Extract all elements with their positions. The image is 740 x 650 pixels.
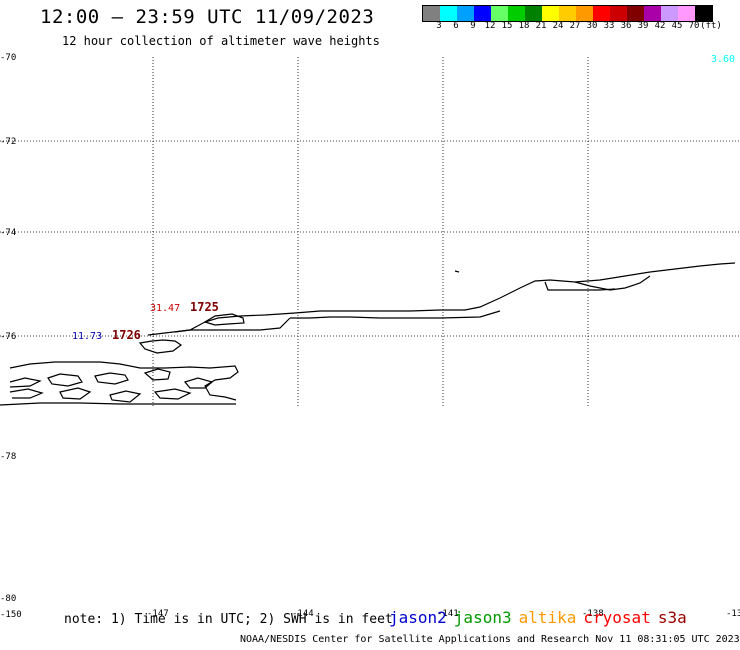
footer-note: note: 1) Time is in UTC; 2) SWH is in fe… [64,612,393,627]
coastline-segment [544,281,616,291]
data-label: 1725 [190,300,219,314]
color-swatch [559,6,576,21]
grid-lines [0,57,740,408]
coastline-segment [9,377,42,388]
wave-height-color-scale [422,5,713,22]
y-axis-ticks: -70 -72 -74 -76 -78 -80 [0,53,16,604]
coastline-segment [290,310,501,319]
x-tick-label: -144 [292,609,314,619]
chart-title: 12:00 — 23:59 UTC 11/09/2023 [40,6,375,28]
chart-subtitle: 12 hour collection of altimeter wave hei… [62,34,380,48]
color-swatch [661,6,678,21]
coastline-segment [94,372,129,385]
color-scale-label: 3 [436,21,442,31]
color-swatch [593,6,610,21]
mission-label: s3a [657,608,687,627]
color-scale-label: 45 [671,21,683,31]
color-scale-label: 70 [688,21,700,31]
coastline-segment [138,339,183,354]
data-label: 1726 [112,328,141,342]
coastline-segment [9,388,44,399]
antarctic-coastline [0,262,736,406]
color-scale-label: 36 [620,21,632,31]
color-swatch [423,6,440,21]
color-swatch [457,6,474,21]
coastline-segment [203,313,245,326]
color-scale-label: 9 [470,21,476,31]
ice-shelf-edge [147,262,736,336]
y-tick-label: -74 [0,228,16,238]
color-swatch [644,6,661,21]
mission-legend: jason2 jason3 altika cryosat s3a [389,608,694,627]
coastline-segment [47,373,83,387]
data-label: 11.73 [72,331,102,342]
color-swatch [525,6,542,21]
coastline-segment [454,270,460,273]
color-swatch [508,6,525,21]
wave-height-annotations: 3.60 31.47 1725 11.73 1726 [72,54,735,342]
x-tick-label: -135 [726,609,740,619]
x-tick-label: -150 [0,610,22,620]
color-swatch [576,6,593,21]
color-scale-label: 21 [535,21,547,31]
color-swatch [695,6,712,21]
color-scale-label: 15 [501,21,513,31]
footer-credit: NOAA/NESDIS Center for Satellite Applica… [240,634,740,645]
data-label: 3.60 [711,54,735,65]
color-scale-label: 42 [654,21,666,31]
color-scale-label: 12 [484,21,496,31]
mission-label: jason2 [389,608,447,627]
coastline-segment [153,388,192,400]
x-tick-label: -138 [582,609,604,619]
color-scale-label: 30 [586,21,598,31]
x-tick-label: -147 [147,609,169,619]
coastline-segment [109,390,142,403]
mission-label: cryosat [583,608,651,627]
y-tick-label: -80 [0,594,16,604]
x-axis-ticks: -150 -147 -144 -141 -138 -135 [0,609,740,620]
y-tick-label: -78 [0,452,16,462]
data-label: 31.47 [150,303,180,314]
color-swatch [678,6,695,21]
coastline-segment [0,402,236,406]
color-scale-label: 18 [518,21,530,31]
y-tick-label: -76 [0,332,16,342]
x-tick-label: -141 [437,609,459,619]
color-swatch [610,6,627,21]
y-tick-label: -72 [0,137,16,147]
color-swatch [542,6,559,21]
color-scale-label: 27 [569,21,581,31]
coastline-segment [174,317,291,333]
color-scale-label: 6 [453,21,459,31]
mission-label: jason3 [453,608,512,627]
coastline-segment [183,377,214,389]
color-swatch [474,6,491,21]
color-scale-label: 33 [603,21,615,31]
coastline-segment [59,387,92,400]
y-tick-label: -70 [0,53,16,63]
color-scale-label: (ft) [700,21,722,31]
coastline-segment [143,368,171,381]
color-scale-label: 39 [637,21,649,31]
coastline-segment [574,275,651,291]
mission-label: altika [518,608,577,627]
color-scale-label: 24 [552,21,564,31]
color-swatch [627,6,644,21]
color-swatch [491,6,508,21]
color-swatch [440,6,457,21]
